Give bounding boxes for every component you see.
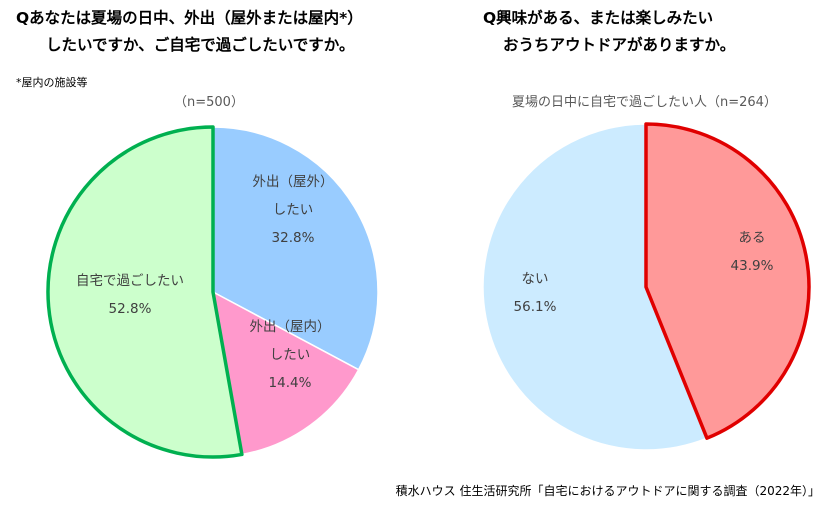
chart1-slice-2-value-label: 14.4%: [269, 375, 312, 391]
chart1-slice-1: [212, 126, 379, 371]
chart1-slice-3-highlight: [46, 125, 244, 459]
right-title-line1: Q興味がある、または楽しみたい: [483, 9, 714, 27]
chart1-slice-2: [211, 290, 360, 456]
chart1-slice-1-category-label: したい: [273, 202, 314, 218]
chart2-slice-1-category-label: ある: [739, 230, 766, 246]
left-chart-title: Qあなたは夏場の日中、外出（屋外または屋内*） したいですか、ご自宅で過ごしたい…: [16, 5, 363, 59]
left-chart-subtitle: （n=500）: [174, 95, 244, 110]
right-chart-subtitle: 夏場の日中に自宅で過ごしたい人（n=264）: [512, 95, 777, 110]
chart1-slice-1-value-label: 32.8%: [272, 230, 315, 246]
chart1-slice-2-category-label: 外出（屋内）: [250, 319, 331, 335]
chart1-slice-1-category-label: 外出（屋外）: [253, 174, 334, 190]
left-title-line1: Qあなたは夏場の日中、外出（屋外または屋内*）: [16, 9, 363, 27]
left-footnote: *屋内の施設等: [16, 76, 88, 89]
chart2-slice-2: [482, 123, 708, 451]
chart2-slice-2-value-label: 56.1%: [514, 299, 557, 315]
right-title-line2: おうちアウトドアがありますか。: [503, 36, 736, 54]
left-title-line2: したいですか、ご自宅で過ごしたいですか。: [46, 36, 355, 54]
chart2-slice-2-category-label: ない: [522, 271, 549, 287]
chart1-slice-3-value-label: 52.8%: [109, 301, 152, 317]
right-chart-title: Q興味がある、または楽しみたい おうちアウトドアがありますか。: [483, 5, 735, 59]
source-credit: 積水ハウス 住生活研究所「自宅におけるアウトドアに関する調査（2022年）」: [395, 484, 820, 498]
chart2-slice-1-highlight: [644, 122, 811, 440]
chart1-slice-2-category-label: したい: [270, 347, 311, 363]
chart2-slice-1-value-label: 43.9%: [731, 258, 774, 274]
chart1-slice-3-category-label: 自宅で過ごしたい: [76, 273, 184, 289]
